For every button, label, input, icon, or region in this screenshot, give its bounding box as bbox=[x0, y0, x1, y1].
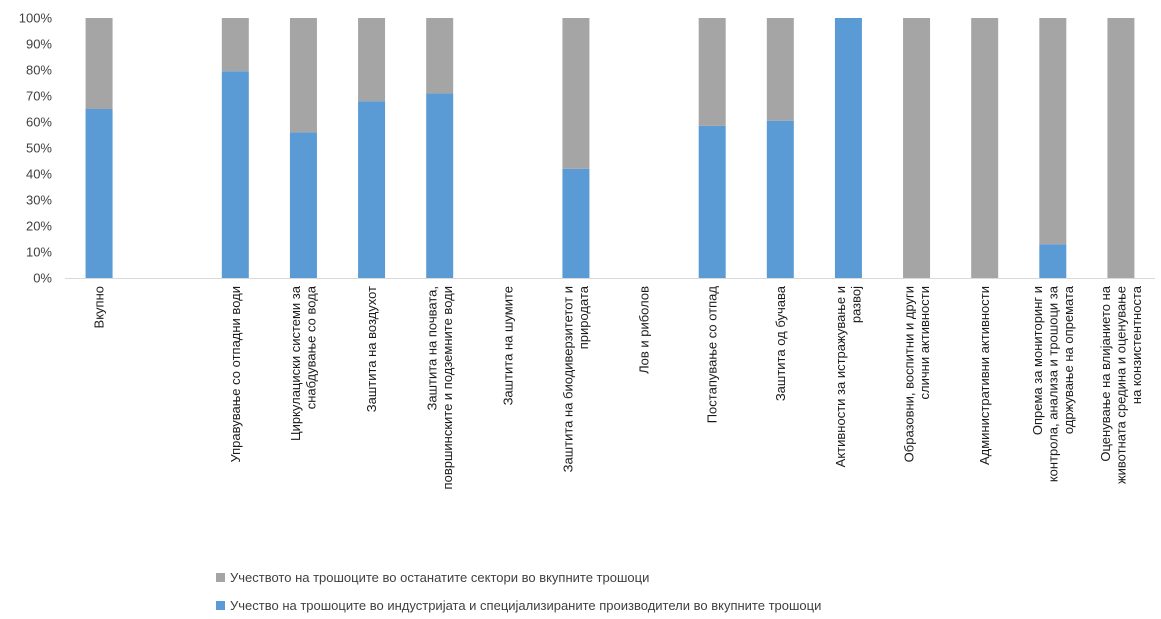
x-tick-label: Административни активности bbox=[977, 286, 992, 465]
x-tick-label: Заштита на воздухот bbox=[364, 286, 379, 412]
bar-segment-other-sectors bbox=[1039, 18, 1067, 245]
y-tick-label: 40% bbox=[26, 167, 52, 182]
y-tick-label: 0% bbox=[33, 271, 52, 286]
y-tick-label: 80% bbox=[26, 63, 52, 78]
legend-label-other-sectors: Учеството на трошоците во останатите сек… bbox=[230, 570, 650, 585]
x-tick-label: Вкупно bbox=[92, 286, 107, 328]
x-tick-label: Активности за истражување и bbox=[833, 286, 848, 467]
x-tick-label: Оценување на влијанието на bbox=[1098, 285, 1113, 461]
bar-segment-other-sectors bbox=[289, 18, 317, 133]
x-tick-label: снабдување со вода bbox=[304, 285, 319, 409]
y-axis: 0% 10% 20% 30% 40% 50% 60% 70% 80% 90% 100% bbox=[19, 11, 53, 286]
x-tick-label: Заштита од бучава bbox=[773, 285, 788, 401]
legend-item-industry: Учество на трошоците во индустријата и с… bbox=[216, 598, 821, 613]
bar-segment-other-sectors bbox=[1107, 18, 1135, 278]
bar-segment-other-sectors bbox=[221, 18, 249, 72]
bar-segment-industry bbox=[834, 18, 862, 278]
y-tick-label: 50% bbox=[26, 141, 52, 156]
x-tick-label: природата bbox=[576, 285, 591, 349]
bar-segment-industry bbox=[358, 101, 386, 278]
x-tick-label: Лов и риболов bbox=[637, 286, 652, 374]
y-tick-label: 70% bbox=[26, 89, 52, 104]
x-tick-label: Заштита на биодиверзитетот и bbox=[561, 286, 576, 472]
x-tick-label: животната средина и оценување bbox=[1113, 286, 1128, 484]
legend-swatch-blue bbox=[216, 601, 225, 610]
x-axis: Вкупно Управување со отпадни води Циркулац… bbox=[65, 278, 1155, 489]
x-tick-label: слични активности bbox=[917, 286, 932, 399]
bar-segment-industry bbox=[426, 93, 454, 279]
bar-segment-other-sectors bbox=[358, 18, 386, 102]
y-tick-label: 100% bbox=[19, 11, 53, 26]
bar-segment-other-sectors bbox=[562, 18, 590, 169]
bar-segment-other-sectors bbox=[971, 18, 999, 278]
bar-segment-industry bbox=[221, 71, 249, 278]
legend-label-industry: Учество на трошоците во индустријата и с… bbox=[230, 598, 822, 613]
bar-segment-other-sectors bbox=[903, 18, 931, 278]
bar-segment-other-sectors bbox=[85, 18, 113, 109]
legend-swatch-gray bbox=[216, 573, 225, 582]
bar-segment-industry bbox=[289, 132, 317, 278]
x-tick-label: Заштита на почвата, bbox=[424, 286, 439, 411]
bar-segment-industry bbox=[698, 125, 726, 279]
bar-segment-industry bbox=[766, 120, 794, 278]
y-tick-label: 60% bbox=[26, 115, 52, 130]
y-tick-label: 10% bbox=[26, 245, 52, 260]
bars bbox=[85, 18, 1135, 279]
x-tick-label: Опрема за мониторинг и bbox=[1030, 286, 1045, 435]
y-tick-label: 90% bbox=[26, 37, 52, 52]
bar-segment-industry bbox=[85, 109, 113, 278]
y-tick-label: 30% bbox=[26, 193, 52, 208]
x-tick-label: одржување на опремата bbox=[1061, 285, 1076, 434]
bar-segment-other-sectors bbox=[426, 18, 454, 94]
x-tick-label: контрола, анализа и трошоци за bbox=[1045, 285, 1060, 482]
bar-segment-other-sectors bbox=[766, 18, 794, 121]
bar-segment-industry bbox=[562, 168, 590, 278]
x-tick-label: на конзистентноста bbox=[1129, 285, 1144, 404]
x-tick-label: Заштита на шумите bbox=[500, 286, 515, 405]
legend-item-other-sectors: Учеството на трошоците во останатите сек… bbox=[216, 570, 649, 585]
x-tick-label: Образовни, воспитни и други bbox=[901, 286, 916, 462]
x-tick-label: развој bbox=[849, 286, 864, 323]
x-tick-label: површинските и подземните води bbox=[440, 286, 455, 489]
x-tick-label: Циркулациски системи за bbox=[288, 285, 303, 441]
bar-segment-other-sectors bbox=[698, 18, 726, 126]
x-tick-label: Постапување со отпад bbox=[705, 286, 720, 424]
y-tick-label: 20% bbox=[26, 219, 52, 234]
x-tick-label: Управување со отпадни води bbox=[228, 286, 243, 463]
bar-segment-industry bbox=[1039, 244, 1067, 278]
